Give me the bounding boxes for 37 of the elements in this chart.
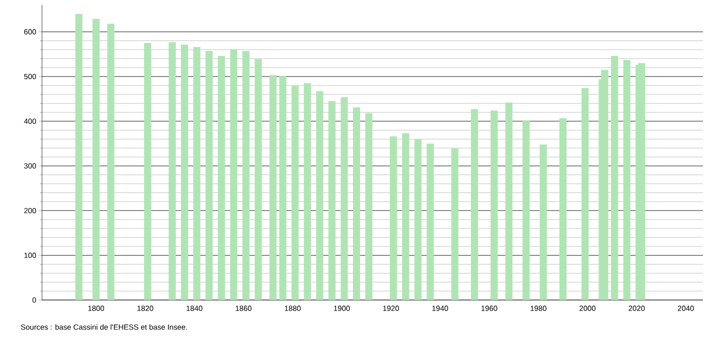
bar	[451, 148, 458, 300]
bar	[601, 70, 608, 300]
bar	[559, 118, 567, 300]
bar	[623, 60, 630, 300]
bar	[269, 75, 277, 300]
bar	[107, 24, 114, 300]
bar	[638, 63, 646, 300]
bar	[390, 136, 397, 300]
bar	[180, 44, 188, 300]
bar	[304, 83, 311, 300]
bar	[402, 133, 410, 300]
bar	[522, 120, 530, 300]
bar	[414, 140, 422, 300]
bar	[328, 101, 336, 300]
bar	[292, 86, 299, 300]
bar	[490, 110, 498, 300]
bar	[193, 47, 200, 300]
bar	[230, 49, 238, 300]
bar	[206, 51, 213, 300]
bar	[168, 42, 176, 300]
bar	[218, 56, 225, 300]
bar	[505, 102, 512, 300]
bar	[75, 14, 82, 300]
bar	[365, 113, 372, 300]
bar	[92, 18, 100, 300]
bar	[254, 59, 262, 300]
bar	[470, 109, 478, 300]
bar	[340, 97, 348, 300]
bar	[242, 51, 250, 300]
bar	[316, 91, 324, 300]
bar	[352, 107, 360, 300]
bar	[540, 144, 547, 300]
bar	[279, 76, 286, 300]
bar	[426, 144, 434, 300]
bar	[610, 56, 618, 300]
bar	[582, 88, 589, 300]
bar	[144, 42, 152, 300]
